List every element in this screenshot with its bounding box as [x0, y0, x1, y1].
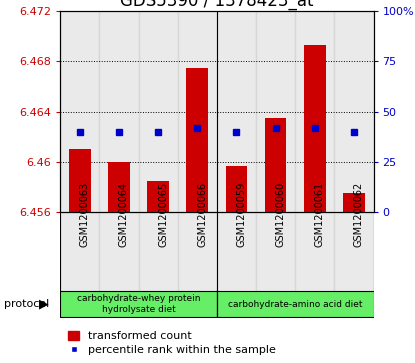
- Text: carbohydrate-whey protein
hydrolysate diet: carbohydrate-whey protein hydrolysate di…: [77, 294, 200, 314]
- Bar: [178, 11, 217, 212]
- Bar: [99, 212, 139, 292]
- Text: GSM1200061: GSM1200061: [315, 182, 325, 246]
- Bar: [334, 11, 374, 212]
- Title: GDS5390 / 1378423_at: GDS5390 / 1378423_at: [120, 0, 314, 9]
- Bar: [217, 11, 256, 212]
- Bar: [334, 212, 374, 292]
- Bar: [69, 150, 90, 212]
- Bar: [295, 11, 334, 212]
- Text: GSM1200059: GSM1200059: [237, 182, 247, 246]
- Bar: [139, 212, 178, 292]
- Bar: [178, 212, 217, 292]
- Bar: [60, 291, 217, 317]
- Bar: [60, 212, 99, 292]
- Bar: [295, 212, 334, 292]
- Legend: transformed count, percentile rank within the sample: transformed count, percentile rank withi…: [66, 329, 278, 357]
- Bar: [139, 11, 178, 212]
- Text: GSM1200065: GSM1200065: [158, 182, 168, 246]
- Bar: [147, 181, 169, 212]
- Bar: [226, 166, 247, 212]
- Text: ▶: ▶: [39, 298, 49, 310]
- Text: GSM1200063: GSM1200063: [80, 182, 90, 246]
- Text: GSM1200060: GSM1200060: [276, 182, 286, 246]
- Bar: [186, 68, 208, 212]
- Text: GSM1200066: GSM1200066: [197, 182, 207, 246]
- Bar: [60, 11, 99, 212]
- Bar: [256, 212, 295, 292]
- Text: carbohydrate-amino acid diet: carbohydrate-amino acid diet: [228, 299, 362, 309]
- Bar: [265, 118, 286, 212]
- Bar: [256, 11, 295, 212]
- Bar: [217, 212, 256, 292]
- Bar: [304, 45, 325, 212]
- Bar: [343, 193, 365, 212]
- Bar: [108, 162, 130, 212]
- Text: protocol: protocol: [4, 299, 49, 309]
- Bar: [217, 291, 374, 317]
- Text: GSM1200064: GSM1200064: [119, 182, 129, 246]
- Bar: [99, 11, 139, 212]
- Text: GSM1200062: GSM1200062: [354, 182, 364, 246]
